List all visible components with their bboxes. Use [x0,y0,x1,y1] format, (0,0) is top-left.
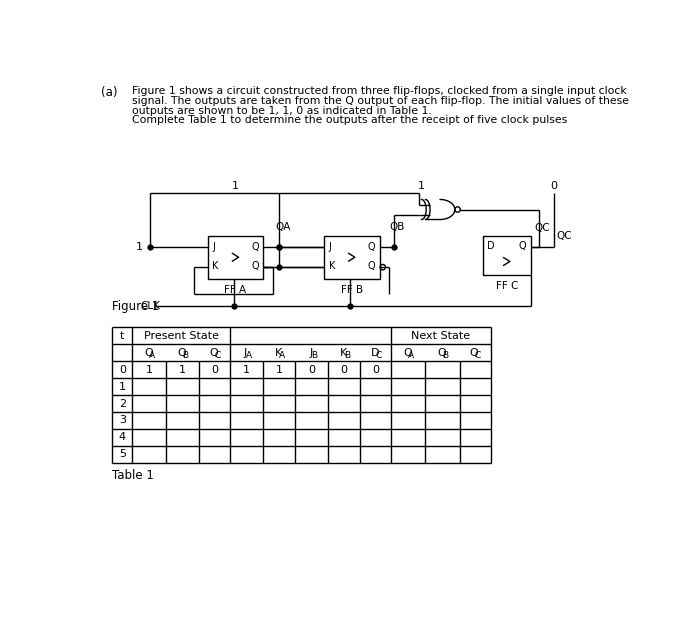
Text: 1: 1 [179,364,186,374]
Text: Q: Q [470,348,479,358]
Text: Next State: Next State [412,331,470,341]
Text: 5: 5 [119,449,126,459]
Text: 0: 0 [211,364,218,374]
Text: Q: Q [251,262,259,272]
Text: Q: Q [519,241,526,251]
Text: J: J [244,348,247,358]
Text: A: A [149,351,155,359]
Text: 0: 0 [372,364,379,374]
Text: QA: QA [275,222,290,232]
Text: CLK: CLK [140,301,160,311]
Text: signal. The outputs are taken from the Q output of each flip-flop. The initial v: signal. The outputs are taken from the Q… [132,96,629,106]
Text: D: D [487,241,495,251]
Text: QC: QC [556,231,572,240]
Text: Q: Q [438,348,446,358]
Text: Q: Q [144,348,153,358]
Text: 0: 0 [308,364,315,374]
Text: Q: Q [403,348,412,358]
Text: (a): (a) [102,87,118,99]
Text: 1: 1 [136,242,144,252]
Text: Q: Q [368,242,375,252]
Text: A: A [279,351,285,359]
Text: QB: QB [389,222,405,232]
Text: Figure 1 shows a circuit constructed from three flip-flops, clocked from a singl: Figure 1 shows a circuit constructed fro… [132,87,627,97]
Text: Q: Q [251,242,259,252]
Text: Q: Q [177,348,186,358]
Text: 1: 1 [418,181,425,191]
Text: B: B [312,351,318,359]
Text: Figure 1: Figure 1 [112,300,160,313]
Text: K: K [340,348,347,358]
Text: FF A: FF A [225,285,246,295]
Text: FF C: FF C [496,281,518,291]
Text: 1: 1 [119,382,126,392]
Text: Present State: Present State [144,331,219,341]
Text: D: D [371,348,379,358]
Text: 0: 0 [340,364,347,374]
Text: 1: 1 [232,181,239,191]
Text: Complete Table 1 to determine the outputs after the receipt of five clock pulses: Complete Table 1 to determine the output… [132,115,568,125]
Text: B: B [344,351,350,359]
Text: K: K [274,348,282,358]
Text: Q: Q [209,348,218,358]
Text: t: t [120,331,125,341]
Text: J: J [328,242,331,252]
Text: C: C [215,351,220,359]
Text: K: K [212,262,218,272]
Text: B: B [183,351,188,359]
Text: 2: 2 [119,399,126,409]
Text: K: K [328,262,335,272]
Text: B: B [442,351,449,359]
Text: 0: 0 [119,364,126,374]
Bar [483,237,531,275]
Text: C: C [376,351,382,359]
Text: J: J [212,242,215,252]
Text: A: A [408,351,414,359]
Text: Q: Q [368,262,375,272]
Text: J: J [309,348,312,358]
Text: QC: QC [535,222,550,232]
Text: C: C [475,351,481,359]
Text: outputs are shown to be 1, 1, 0 as indicated in Table 1.: outputs are shown to be 1, 1, 0 as indic… [132,105,432,115]
Text: A: A [246,351,253,359]
Text: 1: 1 [146,364,153,374]
Text: 3: 3 [119,416,126,426]
Text: 1: 1 [275,364,282,374]
Text: Table 1: Table 1 [112,469,154,482]
Text: 1: 1 [243,364,250,374]
Text: FF B: FF B [341,285,363,295]
Text: 0: 0 [550,181,557,191]
Bar [208,235,263,279]
Text: 4: 4 [119,432,126,442]
Bar [324,235,379,279]
